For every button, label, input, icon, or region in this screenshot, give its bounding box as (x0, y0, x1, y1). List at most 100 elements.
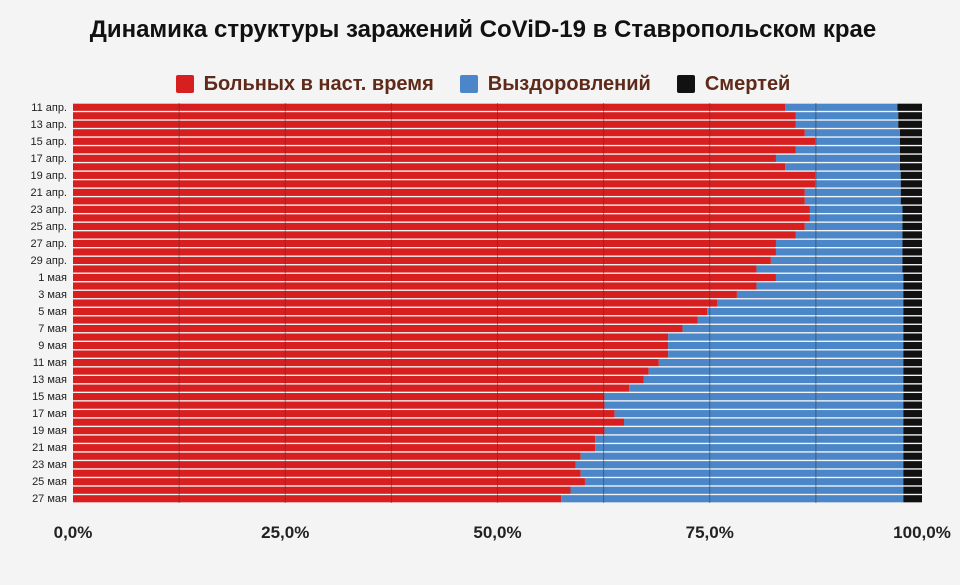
y-tick-label-10: 21 апр. (30, 187, 67, 199)
bar-segment-s0-23 (73, 299, 718, 307)
bar-segment-s1-21 (756, 282, 904, 290)
bar-segment-s1-41 (580, 452, 904, 460)
x-tick-label-0: 0,0% (54, 523, 93, 542)
bar-segment-s2-26 (903, 324, 922, 333)
bar-segment-s0-10 (73, 188, 805, 196)
bar-segment-s0-6 (73, 154, 776, 162)
bar-segment-s0-40 (73, 444, 596, 452)
bar-segment-s1-18 (770, 256, 903, 265)
bar-segment-s1-7 (785, 163, 900, 171)
y-tick-label-30: 11 мая (33, 357, 67, 369)
bar-segment-s0-18 (73, 256, 771, 265)
bar-segment-s0-46 (73, 495, 562, 503)
bar-segment-s1-5 (795, 146, 900, 154)
y-tick-label-4: 15 апр. (30, 136, 67, 148)
bar-segment-s1-45 (570, 486, 904, 494)
bar-segment-s2-37 (903, 418, 922, 426)
bar-segment-s2-45 (903, 486, 922, 494)
bar-segment-s0-21 (73, 282, 757, 290)
bar-segment-s2-9 (900, 180, 922, 188)
bar-segment-s2-39 (903, 435, 922, 443)
bar-segment-s1-37 (624, 418, 904, 426)
bar-segment-s2-23 (903, 299, 922, 307)
bar-segment-s1-33 (629, 384, 904, 392)
y-tick-label-22: 3 мая (38, 289, 67, 301)
bar-segment-s2-8 (900, 171, 922, 179)
bar-segment-s0-32 (73, 376, 644, 384)
bar-segment-s0-7 (73, 163, 786, 171)
bar-segment-s2-19 (902, 265, 922, 273)
bar-segment-s2-46 (903, 495, 922, 503)
bar-segment-s0-0 (73, 103, 786, 111)
bar-segment-s2-40 (903, 444, 922, 452)
legend-item-recovered[interactable]: Выздоровлений (459, 73, 651, 96)
bar-segment-s0-15 (73, 231, 796, 239)
bar-segment-s0-4 (73, 137, 816, 145)
y-tick-label-12: 23 апр. (30, 204, 67, 216)
bar-segment-s1-20 (775, 273, 904, 282)
bar-segment-s0-11 (73, 197, 805, 205)
x-tick-label-2: 50,0% (473, 523, 521, 542)
bar-segment-s2-43 (903, 469, 922, 477)
y-tick-label-40: 21 мая (32, 442, 67, 454)
bar-segment-s0-25 (73, 316, 698, 324)
y-tick-label-8: 19 апр. (30, 170, 67, 182)
bar-segment-s2-27 (903, 333, 922, 341)
bar-segment-s0-16 (73, 239, 776, 247)
bar-segment-s1-19 (756, 265, 903, 273)
bar-segment-s1-3 (804, 129, 900, 137)
bar-segment-s0-45 (73, 486, 571, 494)
bar-segment-s2-22 (903, 290, 922, 299)
bar-segment-s2-41 (903, 452, 922, 460)
x-tick-label-4: 100,0% (893, 523, 951, 542)
bar-segment-s1-43 (580, 469, 904, 477)
bar-segment-s2-35 (903, 401, 922, 409)
bar-segment-s1-14 (804, 222, 903, 230)
bar-segment-s1-2 (795, 120, 899, 128)
bar-segment-s2-0 (897, 103, 922, 111)
legend-label-active: Больных в наст. время (203, 72, 434, 95)
bar-segment-s2-17 (902, 248, 922, 256)
bar-segment-s1-12 (809, 205, 903, 213)
bar-segment-s0-3 (73, 129, 805, 137)
bar-segment-s0-27 (73, 333, 669, 341)
y-tick-label-28: 9 мая (38, 340, 67, 352)
y-tick-label-2: 13 апр. (30, 119, 67, 131)
bar-segment-s1-29 (668, 350, 904, 358)
bar-segment-s0-43 (73, 469, 581, 477)
legend-label-deaths: Смертей (704, 72, 791, 95)
bar-segment-s0-36 (73, 410, 615, 418)
bar-segment-s1-8 (815, 171, 901, 179)
bar-segment-s2-29 (903, 350, 922, 358)
bar-segment-s1-38 (604, 427, 904, 435)
legend: Больных в наст. время Выздоровлений Смер… (0, 71, 960, 97)
bar-segment-s2-20 (903, 273, 922, 282)
bar-segment-s0-41 (73, 452, 581, 460)
bar-segment-s1-36 (614, 410, 904, 418)
legend-swatch-active (175, 75, 194, 93)
bar-segment-s2-25 (903, 316, 922, 324)
bar-segment-s1-11 (804, 197, 901, 205)
bar-segment-s0-44 (73, 478, 585, 486)
bar-segment-s2-7 (899, 163, 922, 171)
bar-segment-s1-9 (815, 180, 901, 188)
y-tick-label-42: 23 мая (32, 459, 67, 471)
y-tick-label-36: 17 мая (32, 408, 67, 420)
bar-segment-s1-0 (785, 103, 898, 111)
bar-segment-s2-18 (902, 256, 922, 265)
bar-segment-s1-24 (707, 307, 904, 316)
legend-item-active[interactable]: Больных в наст. время (175, 72, 434, 96)
bar-segment-s0-37 (73, 418, 624, 426)
bar-segment-s0-39 (73, 435, 596, 443)
bar-segment-s1-23 (717, 299, 904, 307)
legend-item-deaths[interactable]: Смертей (676, 72, 791, 96)
y-tick-label-14: 25 апр. (30, 221, 67, 233)
bar-segment-s0-33 (73, 384, 630, 392)
bar-segment-s0-29 (73, 350, 669, 358)
y-tick-label-24: 5 мая (38, 306, 67, 318)
bar-segment-s1-17 (775, 248, 903, 256)
bar-segment-s2-32 (903, 376, 922, 384)
bar-segment-s2-34 (903, 393, 922, 401)
bar-segment-s2-2 (898, 120, 922, 128)
